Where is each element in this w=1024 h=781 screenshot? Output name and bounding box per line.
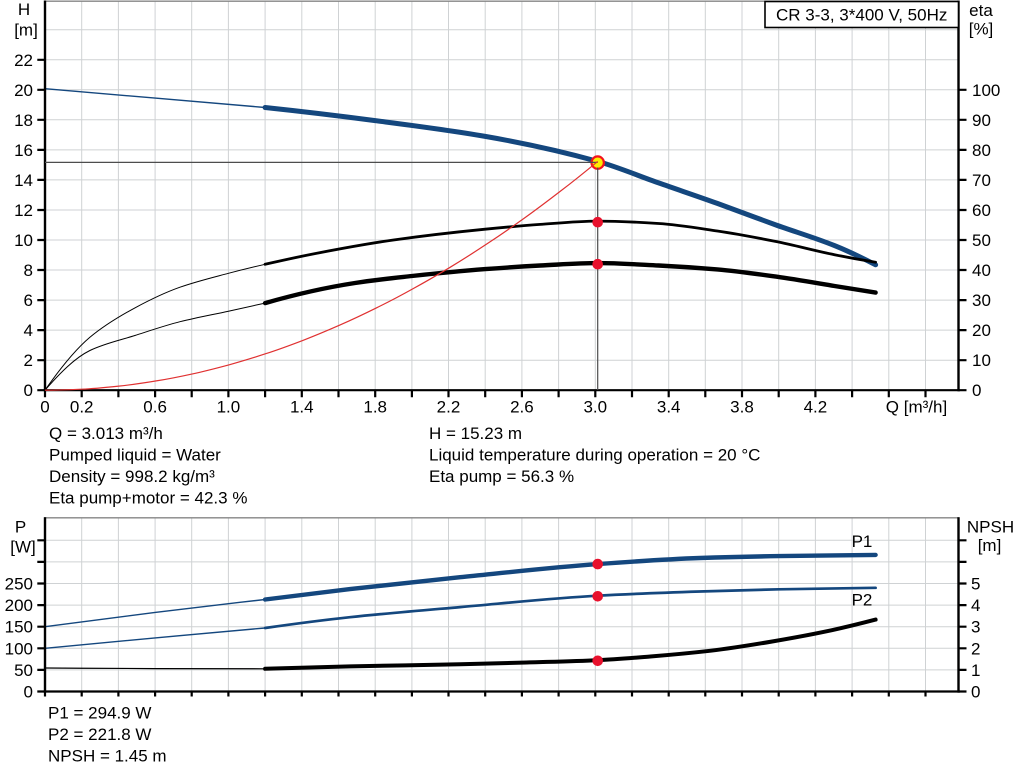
svg-text:Eta pump = 56.3 %: Eta pump = 56.3 % — [429, 467, 574, 486]
svg-text:20: 20 — [972, 321, 991, 340]
svg-text:Q = 3.013 m³/h: Q = 3.013 m³/h — [49, 424, 163, 443]
svg-text:3.4: 3.4 — [657, 397, 681, 416]
svg-text:60: 60 — [972, 201, 991, 220]
svg-text:NPSH: NPSH — [967, 518, 1014, 537]
svg-text:1.0: 1.0 — [217, 397, 241, 416]
svg-text:1.8: 1.8 — [363, 397, 387, 416]
svg-text:50: 50 — [972, 231, 991, 250]
svg-text:50: 50 — [14, 661, 33, 680]
svg-text:1: 1 — [971, 661, 980, 680]
svg-text:20: 20 — [14, 81, 33, 100]
svg-text:18: 18 — [14, 111, 33, 130]
svg-text:2: 2 — [24, 351, 33, 370]
svg-text:CR 3-3, 3*400 V, 50Hz: CR 3-3, 3*400 V, 50Hz — [776, 6, 947, 25]
svg-text:40: 40 — [972, 261, 991, 280]
svg-text:4: 4 — [24, 321, 33, 340]
svg-text:3: 3 — [971, 618, 980, 637]
svg-text:2.6: 2.6 — [510, 397, 534, 416]
svg-text:Pumped liquid = Water: Pumped liquid = Water — [49, 446, 221, 465]
svg-text:0: 0 — [40, 397, 49, 416]
svg-text:H: H — [18, 0, 30, 19]
svg-text:100: 100 — [5, 639, 33, 658]
svg-text:10: 10 — [972, 351, 991, 370]
svg-text:10: 10 — [14, 231, 33, 250]
svg-text:150: 150 — [5, 618, 33, 637]
svg-text:8: 8 — [24, 261, 33, 280]
svg-text:Q [m³/h]: Q [m³/h] — [886, 397, 947, 416]
svg-text:80: 80 — [972, 141, 991, 160]
svg-text:0: 0 — [24, 683, 33, 702]
svg-text:eta: eta — [969, 1, 993, 20]
svg-text:Liquid temperature during oper: Liquid temperature during operation = 20… — [429, 446, 760, 465]
svg-text:1.4: 1.4 — [290, 397, 314, 416]
svg-text:100: 100 — [972, 81, 1000, 100]
svg-text:P1: P1 — [852, 532, 873, 551]
svg-text:90: 90 — [972, 111, 991, 130]
svg-text:4.2: 4.2 — [804, 397, 828, 416]
svg-text:2: 2 — [971, 639, 980, 658]
svg-text:H = 15.23 m: H = 15.23 m — [429, 424, 522, 443]
svg-text:Eta pump+motor = 42.3 %: Eta pump+motor = 42.3 % — [49, 489, 247, 508]
svg-text:250: 250 — [5, 575, 33, 594]
svg-text:6: 6 — [24, 291, 33, 310]
svg-text:[m]: [m] — [978, 536, 1002, 555]
svg-text:4: 4 — [971, 596, 980, 615]
svg-text:0.2: 0.2 — [70, 397, 94, 416]
svg-text:22: 22 — [14, 51, 33, 70]
svg-text:0: 0 — [24, 381, 33, 400]
svg-text:2.2: 2.2 — [437, 397, 461, 416]
svg-text:[W]: [W] — [10, 538, 36, 557]
svg-text:Density = 998.2 kg/m³: Density = 998.2 kg/m³ — [49, 467, 215, 486]
svg-text:0: 0 — [971, 683, 980, 702]
svg-text:3.8: 3.8 — [730, 397, 754, 416]
svg-text:5: 5 — [971, 575, 980, 594]
svg-text:14: 14 — [14, 171, 33, 190]
svg-text:P2 = 221.8 W: P2 = 221.8 W — [48, 725, 151, 744]
svg-text:0.6: 0.6 — [143, 397, 167, 416]
svg-text:P1 = 294.9 W: P1 = 294.9 W — [48, 703, 151, 722]
svg-text:P: P — [15, 518, 26, 537]
svg-text:16: 16 — [14, 141, 33, 160]
svg-text:[m]: [m] — [14, 20, 38, 39]
svg-text:3.0: 3.0 — [583, 397, 607, 416]
svg-text:[%]: [%] — [969, 20, 994, 39]
svg-text:0: 0 — [972, 381, 981, 400]
svg-text:200: 200 — [5, 596, 33, 615]
svg-text:70: 70 — [972, 171, 991, 190]
svg-text:NPSH = 1.45 m: NPSH = 1.45 m — [48, 747, 167, 766]
svg-text:30: 30 — [972, 291, 991, 310]
svg-text:P2: P2 — [852, 591, 873, 610]
svg-text:12: 12 — [14, 201, 33, 220]
